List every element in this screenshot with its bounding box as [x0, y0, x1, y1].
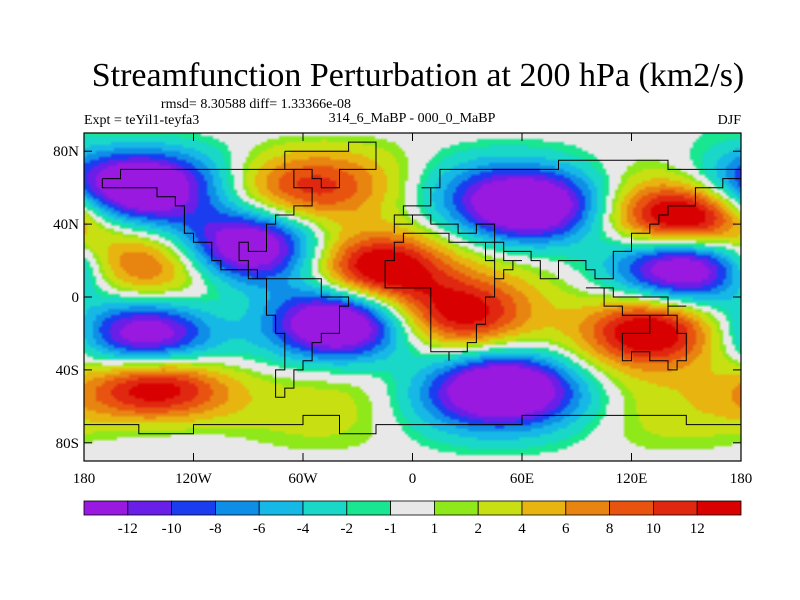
colorbar-swatch	[653, 500, 698, 516]
x-tick-label: 120E	[616, 471, 648, 487]
colorbar-swatch	[696, 500, 742, 516]
colorbar-swatch	[302, 500, 348, 516]
plot-area	[83, 132, 742, 462]
colorbar-label: 4	[518, 521, 526, 537]
colorbar-swatch	[521, 500, 567, 516]
colorbar-label: -10	[162, 521, 182, 537]
x-axis: 180 120W 60W 0 60E 120E 180	[73, 133, 753, 487]
colorbar-swatch	[433, 500, 479, 516]
x-tick-label: 180	[730, 471, 753, 487]
colorbar-swatch	[609, 500, 654, 516]
colorbar-swatch	[258, 500, 304, 516]
colorbar-label: -1	[384, 521, 397, 537]
x-tick-label: 180	[73, 471, 96, 487]
colorbar-label: -8	[209, 521, 222, 537]
experiment-label: Expt = teYil1-teyfa3	[84, 113, 199, 128]
colorbar-swatch	[390, 500, 435, 516]
x-tick-label: 60W	[288, 471, 318, 487]
colorbar-label: 6	[562, 521, 570, 537]
stats-label: rmsd= 8.30588 diff= 1.33366e-08	[161, 97, 351, 112]
x-tick-label: 0	[409, 471, 417, 487]
y-tick-label: 80N	[53, 144, 79, 160]
colorbar: -12 -10 -8 -6 -4 -2 -1 1 2 4 6 8 10 12	[83, 500, 742, 537]
chart-title: Streamfunction Perturbation at 200 hPa (…	[92, 57, 745, 94]
y-tick-label: 40N	[53, 217, 79, 233]
y-tick-label: 80S	[56, 436, 79, 452]
colorbar-swatch	[127, 500, 173, 516]
season-label: DJF	[718, 113, 742, 128]
colorbar-label: -4	[297, 521, 310, 537]
colorbar-swatch	[171, 500, 216, 516]
colorbar-label: -6	[253, 521, 266, 537]
colorbar-label: -12	[118, 521, 138, 537]
period-label: 314_6_MaBP - 000_0_MaBP	[329, 111, 496, 126]
colorbar-label: -2	[341, 521, 354, 537]
x-tick-label: 60E	[510, 471, 534, 487]
colorbar-swatch	[346, 500, 391, 516]
y-axis: 80N 40N 0 40S 80S	[53, 144, 741, 452]
colorbar-label: 12	[690, 521, 705, 537]
colorbar-swatch	[477, 500, 523, 516]
colorbar-swatch	[214, 500, 260, 516]
colorbar-swatch	[83, 500, 129, 516]
y-tick-label: 40S	[56, 363, 79, 379]
colorbar-swatch	[565, 500, 610, 516]
colorbar-label: 8	[606, 521, 614, 537]
colorbar-label: 10	[646, 521, 661, 537]
colorbar-label: 1	[431, 521, 439, 537]
x-tick-label: 120W	[175, 471, 213, 487]
colorbar-label: 2	[474, 521, 482, 537]
y-tick-label: 0	[72, 290, 80, 306]
coastline	[84, 141, 742, 435]
